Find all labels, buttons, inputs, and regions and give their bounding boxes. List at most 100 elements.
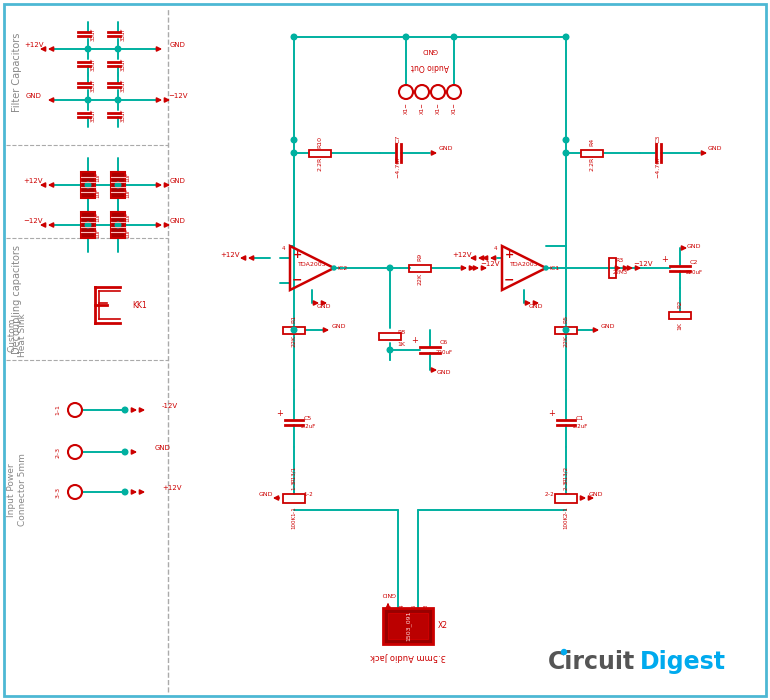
Text: +: + [276,409,283,417]
Text: R1: R1 [292,315,296,323]
Text: +12V: +12V [453,252,472,258]
Bar [555,326,577,333]
Text: 33uF: 33uF [91,78,95,92]
Text: R5: R5 [564,315,568,323]
Text: −: − [504,274,514,286]
Circle shape [563,150,569,156]
Text: 4: 4 [282,246,285,251]
Text: 1uF: 1uF [126,188,130,198]
Text: 2.2uF: 2.2uF [572,424,588,428]
Circle shape [122,489,128,495]
Text: 3–3: 3–3 [55,486,61,498]
Circle shape [291,34,296,40]
Text: C1: C1 [576,416,584,421]
Text: X2: X2 [438,622,448,631]
Text: −4.7uF: −4.7uF [655,155,661,178]
Text: 22M3: 22M3 [612,270,628,274]
Text: −12V: −12V [633,261,653,267]
Text: IC1: IC1 [549,265,559,270]
Text: 100K: 100K [292,515,296,529]
Text: X1−: X1− [436,102,440,114]
Text: IC2: IC2 [337,265,347,270]
Bar [111,212,125,238]
Text: −: − [292,274,303,286]
Text: KK1: KK1 [132,300,147,309]
Text: −12V: −12V [23,218,43,224]
Text: C2: C2 [690,260,698,265]
Text: C6: C6 [440,340,448,344]
Circle shape [403,34,409,40]
Text: +: + [293,250,302,260]
Text: 1uF: 1uF [95,228,101,238]
Circle shape [116,46,121,52]
Text: GND: GND [687,244,701,248]
Text: 33uF: 33uF [91,57,95,71]
Bar [283,326,305,333]
Circle shape [291,150,296,156]
Bar [555,494,577,503]
Text: 33uF: 33uF [91,27,95,41]
Text: GND: GND [170,42,186,48]
Circle shape [291,327,296,332]
Text: R13/2: R13/2 [564,466,568,482]
Text: GND: GND [529,304,544,309]
Circle shape [85,182,91,188]
Text: 1–1: 1–1 [292,506,296,516]
Text: 1–3: 1–3 [292,480,296,490]
Circle shape [561,650,567,654]
Text: 33uF: 33uF [120,108,126,122]
Text: R13/1: R13/1 [292,466,296,482]
Text: R3: R3 [616,258,624,262]
Text: 1uF: 1uF [95,188,101,198]
Text: Decoupling capacitors: Decoupling capacitors [12,246,22,354]
Text: Input Power
Connector 5mm: Input Power Connector 5mm [7,454,27,526]
Bar [409,265,431,272]
Text: Audio Out: Audio Out [411,62,449,71]
Text: 2.2R: 2.2R [590,157,594,171]
Text: GND: GND [439,146,454,151]
Text: 3.5mm Audio Jack: 3.5mm Audio Jack [370,652,446,661]
Circle shape [116,182,121,188]
Circle shape [451,34,457,40]
Text: 3: 3 [424,604,428,608]
Text: 1K: 1K [397,342,405,346]
Text: 2–1: 2–1 [564,506,568,516]
Circle shape [85,222,91,228]
Text: GND: GND [708,146,722,151]
Bar [383,608,433,644]
Text: 2.2R: 2.2R [317,157,323,171]
Text: Digest: Digest [640,650,726,674]
Text: +: + [411,336,418,345]
Text: −4.7uF: −4.7uF [396,155,400,178]
Text: 2–2: 2–2 [545,491,555,496]
Text: 1uF: 1uF [95,212,101,222]
Text: 1uF: 1uF [95,172,101,182]
Text: +12V: +12V [24,42,44,48]
Circle shape [387,347,393,353]
Text: 33uF: 33uF [91,108,95,122]
Bar [669,312,691,318]
Text: GND: GND [26,93,42,99]
Text: 100K: 100K [564,515,568,529]
Text: Circuit: Circuit [548,650,635,674]
Bar [309,150,331,157]
Circle shape [332,266,336,270]
Text: 1uF: 1uF [126,172,130,182]
Text: +12V: +12V [162,485,182,491]
Bar [581,150,603,157]
Circle shape [563,137,569,143]
Bar [81,212,95,238]
Text: X1−: X1− [420,102,424,114]
Text: 220uF: 220uF [436,349,453,354]
Text: 220uF: 220uF [685,270,702,274]
Circle shape [85,46,91,52]
Text: 1503_091: 1503_091 [405,610,411,641]
Text: Filter Capacitors: Filter Capacitors [12,32,22,112]
Text: GND: GND [422,47,438,53]
Circle shape [563,327,569,332]
Text: GND: GND [170,178,186,184]
Text: 22K: 22K [292,335,296,347]
Circle shape [544,266,548,270]
Text: GND: GND [259,491,273,496]
Text: 22K: 22K [417,273,423,285]
